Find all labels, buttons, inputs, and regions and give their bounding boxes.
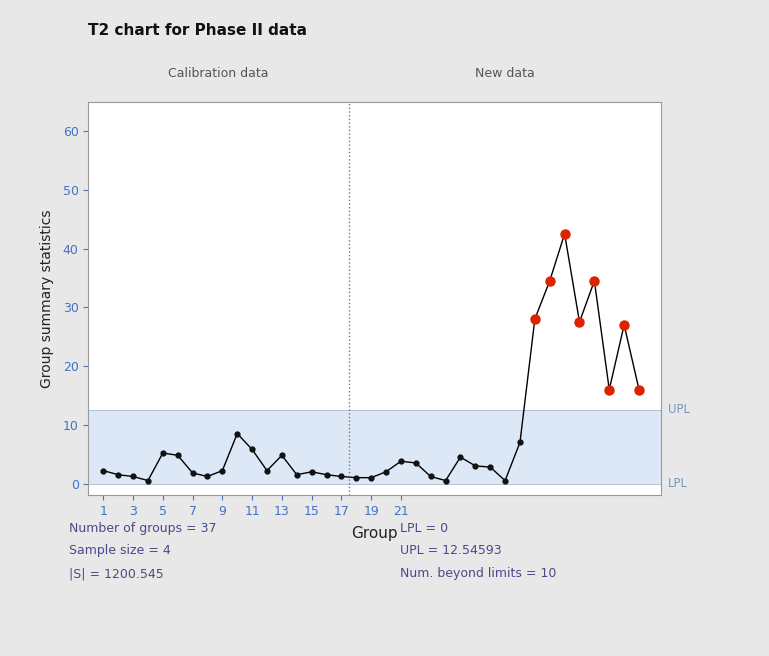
Text: Number of groups = 37: Number of groups = 37: [69, 522, 217, 535]
Text: UPL: UPL: [668, 403, 691, 417]
Text: Calibration data: Calibration data: [168, 67, 269, 80]
Text: T2 chart for Phase II data: T2 chart for Phase II data: [88, 23, 308, 38]
Y-axis label: Group summary statistics: Group summary statistics: [41, 209, 55, 388]
Text: New data: New data: [475, 67, 535, 80]
X-axis label: Group: Group: [351, 526, 398, 541]
Text: UPL = 12.54593: UPL = 12.54593: [400, 544, 501, 558]
Text: |S| = 1200.545: |S| = 1200.545: [69, 567, 164, 581]
Text: LPL = 0: LPL = 0: [400, 522, 448, 535]
Text: Num. beyond limits = 10: Num. beyond limits = 10: [400, 567, 556, 581]
Text: Sample size = 4: Sample size = 4: [69, 544, 171, 558]
Bar: [88, 410, 661, 483]
Text: LPL: LPL: [668, 477, 688, 490]
